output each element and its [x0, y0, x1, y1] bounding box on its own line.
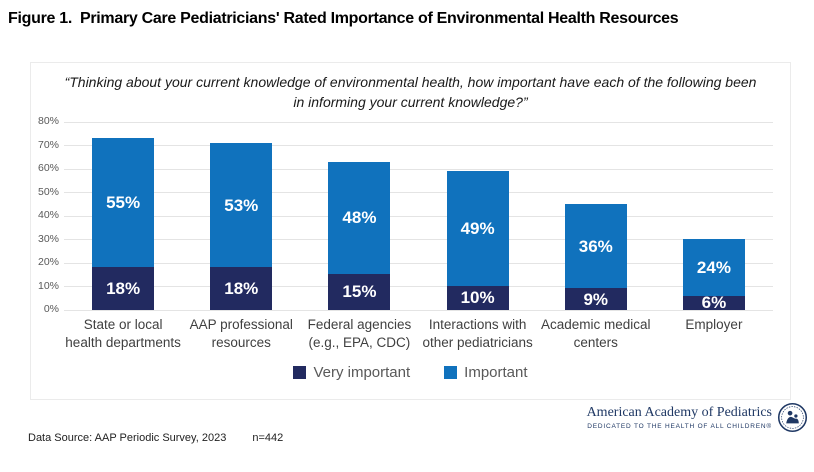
bar-segment-very-important: 9% [564, 288, 627, 310]
category-label: AAP professional resources [189, 316, 293, 351]
bars-layer: 55% 18% 53% 18% 48% 15% 49% 10% 36% 9% 24% 6% [64, 122, 773, 313]
bar-segment-very-important: 10% [446, 286, 509, 310]
y-tick-label: 30% [37, 232, 59, 245]
legend-swatch-icon [444, 366, 458, 380]
bar-data-label: 18% [106, 278, 141, 298]
sample-size-text: n=442 [252, 432, 284, 444]
category-slot: Federal agencies (e.g., EPA, CDC) [300, 316, 418, 354]
bar-slot: 49% 10% [419, 122, 537, 310]
stacked-bar: 49% 10% [446, 170, 509, 310]
legend-swatch-icon [293, 366, 307, 380]
gridline [64, 286, 773, 288]
bar-data-label: 24% [696, 257, 731, 277]
aap-logo-text: American Academy of Pediatrics DEDICATED… [587, 405, 772, 429]
y-tick-label: 0% [43, 303, 59, 316]
data-source-text: Data Source: AAP Periodic Survey, 2023 [28, 432, 227, 444]
bar-data-label: 15% [342, 282, 377, 302]
y-tick-label: 70% [37, 138, 59, 151]
category-slot: Employer [655, 316, 773, 354]
legend-label: Important [464, 364, 528, 382]
bar-segment-very-important: 18% [92, 267, 155, 310]
legend-item: Important [444, 364, 528, 382]
bar-segment-very-important: 18% [210, 267, 273, 310]
category-label: State or local health departments [65, 316, 181, 351]
stacked-bar: 36% 9% [564, 203, 627, 310]
chart-body: 0% 10% 20% 30% 40% 50% 60% 70% 80% 55% 18% 53% 18% 4… [31, 115, 790, 315]
gridline [64, 192, 773, 194]
bar-segment-important: 24% [682, 239, 745, 296]
bar-data-label: 36% [578, 236, 613, 256]
aap-seal-icon [777, 402, 808, 433]
bar-slot: 36% 9% [537, 122, 655, 310]
stacked-bar: 24% 6% [682, 239, 745, 313]
y-axis: 0% 10% 20% 30% 40% 50% 60% 70% 80% [31, 115, 63, 315]
gridline [64, 145, 773, 147]
bar-segment-very-important: 15% [328, 274, 391, 310]
bar-data-label: 10% [460, 288, 495, 308]
stacked-bar: 48% 15% [328, 161, 391, 310]
bar-data-label: 53% [224, 195, 259, 215]
legend-item: Very important [293, 364, 410, 381]
figure-label: Figure 1. [8, 10, 72, 27]
data-source-note: Data Source: AAP Periodic Survey, 2023 n=… [28, 432, 283, 444]
chart-question-title: “Thinking about your current knowledge o… [64, 74, 757, 111]
plot-area: 55% 18% 53% 18% 48% 15% 49% 10% 36% 9% 24% 6% [64, 121, 773, 313]
chart-panel: “Thinking about your current knowledge o… [30, 62, 791, 400]
gridline [64, 262, 773, 264]
y-tick-label: 40% [37, 209, 59, 222]
bar-slot: 48% 15% [300, 122, 418, 310]
aap-tagline: DEDICATED TO THE HEALTH OF ALL CHILDREN® [587, 422, 772, 430]
bar-segment-important: 36% [564, 203, 627, 289]
bar-data-label: 48% [342, 208, 377, 228]
bar-data-label: 55% [106, 193, 141, 213]
bar-data-label: 18% [224, 278, 259, 298]
bar-segment-important: 49% [446, 170, 509, 287]
aap-logo: American Academy of Pediatrics DEDICATED… [587, 402, 808, 433]
y-tick-label: 20% [37, 256, 59, 269]
gridline [64, 168, 773, 170]
category-slot: Academic medical centers [537, 316, 655, 354]
gridline [64, 215, 773, 217]
y-tick-label: 10% [37, 279, 59, 292]
bar-slot: 55% 18% [64, 122, 182, 310]
bar-segment-important: 53% [210, 142, 273, 268]
bar-segment-important: 48% [328, 161, 391, 275]
bar-slot: 24% 6% [655, 122, 773, 313]
bar-segment-important: 55% [92, 138, 155, 268]
aap-org-name: American Academy of Pediatrics [586, 405, 772, 421]
y-tick-label: 60% [37, 162, 59, 175]
category-label: Federal agencies (e.g., EPA, CDC) [307, 316, 412, 351]
figure-title-text: Primary Care Pediatricians' Rated Import… [79, 10, 679, 27]
y-tick-label: 50% [37, 185, 59, 198]
legend-label: Very important [313, 364, 411, 382]
gridline [64, 239, 773, 241]
bar-segment-very-important: 6% [682, 293, 745, 313]
bar-data-label: 49% [460, 219, 495, 239]
gridline [64, 309, 773, 311]
category-slot: State or local health departments [64, 316, 182, 354]
category-slot: Interactions with other pediatricians [419, 316, 537, 354]
category-slot: AAP professional resources [182, 316, 300, 354]
category-label: Interactions with other pediatricians [422, 316, 533, 351]
stacked-bar: 55% 18% [92, 138, 155, 310]
stacked-bar: 53% 18% [210, 142, 273, 310]
bar-data-label: 6% [701, 293, 727, 313]
category-label: Employer [685, 316, 743, 332]
figure-title: Figure 1. Primary Care Pediatricians' Rat… [8, 10, 679, 28]
bar-data-label: 9% [583, 289, 609, 309]
gridline [64, 121, 773, 123]
y-tick-label: 80% [37, 115, 59, 128]
bar-slot: 53% 18% [182, 122, 300, 310]
legend: Very important Important [31, 364, 790, 381]
x-axis-labels: State or local health departments AAP pro… [64, 316, 773, 354]
category-label: Academic medical centers [541, 316, 651, 351]
